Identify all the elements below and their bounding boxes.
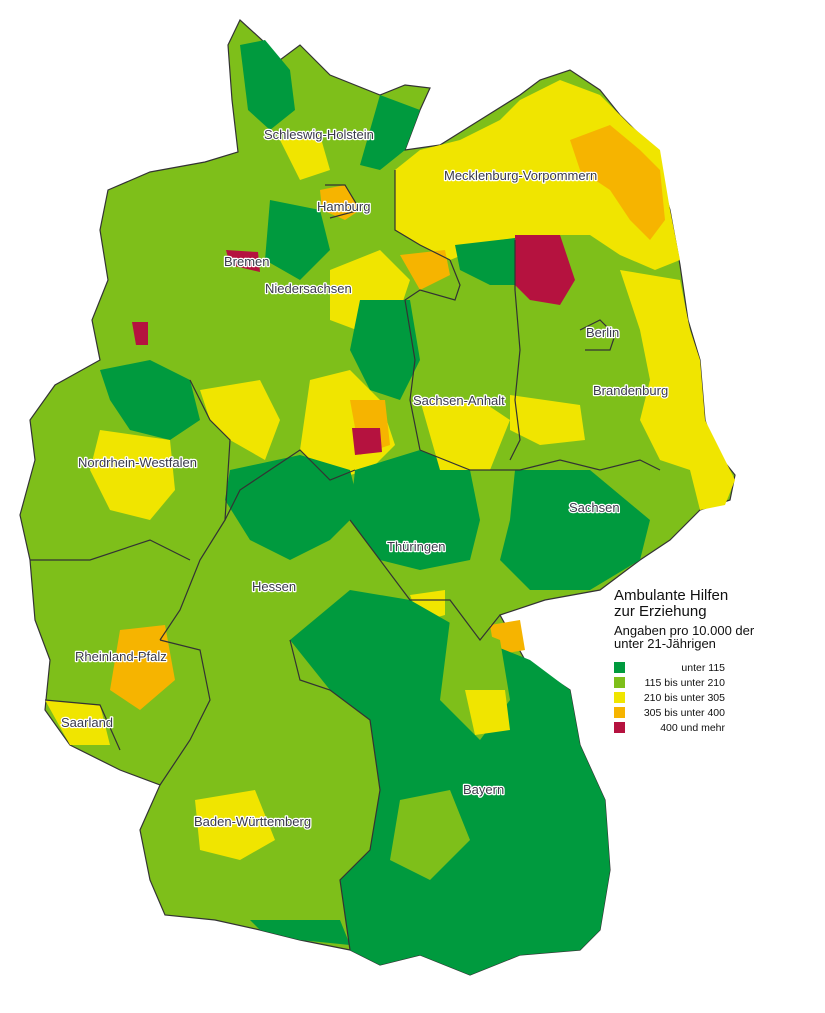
- state-label-niedersachsen: Niedersachsen: [265, 281, 352, 296]
- state-border: [30, 539, 191, 561]
- region-ns-green2: [350, 300, 420, 400]
- legend-subtitle: Angaben pro 10.000 der unter 21-Jährigen: [614, 624, 754, 650]
- legend-item: unter 115: [614, 660, 754, 675]
- region-brandenburg-east: [620, 270, 735, 510]
- region-sachsen: [500, 470, 650, 590]
- region-mueritz: [515, 235, 575, 305]
- legend-swatch: [614, 707, 625, 718]
- state-border: [579, 319, 616, 351]
- state-label-hamburg: Hamburg: [317, 199, 370, 214]
- region-nrw-yellow2: [90, 430, 175, 520]
- state-label-rheinland-pfalz: Rheinland-Pfalz: [75, 649, 167, 664]
- state-border: [509, 240, 521, 461]
- region-bw-south: [250, 920, 350, 945]
- region-rlp-orange: [110, 625, 175, 710]
- region-bayern: [290, 590, 610, 975]
- state-label-saarland: Saarland: [61, 715, 113, 730]
- region-sa-yellow2: [510, 395, 585, 445]
- state-border: [349, 519, 501, 641]
- state-label-sachsen-anhalt: Sachsen-Anhalt: [413, 393, 505, 408]
- legend-swatch: [614, 722, 625, 733]
- state-label-thueringen: Thüringen: [387, 539, 446, 554]
- state-label-schleswig-holstein: Schleswig-Holstein: [264, 127, 374, 142]
- state-border: [419, 449, 520, 471]
- legend-label: 400 und mehr: [660, 721, 725, 734]
- state-label-bremen: Bremen: [224, 254, 270, 269]
- legend-subtitle-line: Angaben pro 10.000 der: [614, 623, 755, 638]
- legend-item: 305 bis unter 400: [614, 705, 754, 720]
- region-sh-east: [360, 95, 420, 170]
- region-bayern-yellow: [465, 690, 510, 735]
- state-border: [289, 639, 381, 951]
- legend-label: 305 bis unter 400: [643, 706, 725, 719]
- legend-item: 210 bis unter 305: [614, 690, 754, 705]
- state-label-baden-wuerttemberg: Baden-Württemberg: [194, 814, 311, 829]
- region-bayern-mid: [390, 790, 470, 880]
- legend-swatch: [614, 662, 625, 673]
- state-label-hessen: Hessen: [252, 579, 296, 594]
- region-nrw-yellow: [200, 380, 280, 460]
- state-label-bayern: Bayern: [463, 782, 504, 797]
- region-nrw-green: [100, 360, 200, 440]
- region-mv-east: [570, 125, 665, 240]
- legend-item: 115 bis unter 210: [614, 675, 754, 690]
- state-label-sachsen: Sachsen: [569, 500, 620, 515]
- state-border: [404, 259, 461, 451]
- state-border: [519, 459, 661, 471]
- state-border: [224, 449, 356, 521]
- region-bw-yellow: [195, 790, 275, 860]
- region-thueringen: [350, 450, 480, 570]
- state-label-mecklenburg-vorpommern: Mecklenburg-Vorpommern: [444, 168, 597, 183]
- region-sh-nordfriesland: [240, 40, 295, 130]
- region-bremen: [226, 250, 260, 272]
- legend-item: 400 und mehr: [614, 720, 754, 735]
- region-emsland: [132, 322, 148, 345]
- legend-label: 115 bis unter 210: [644, 676, 725, 689]
- state-label-nordrhein-westfalen: Nordrhein-Westfalen: [78, 455, 197, 470]
- region-saarland-yellow: [45, 700, 110, 745]
- state-border: [325, 184, 361, 219]
- region-sa-yellow: [420, 400, 510, 470]
- legend-title-line: Ambulante Hilfen: [614, 587, 729, 604]
- region-goslar: [352, 428, 382, 455]
- state-border: [394, 170, 451, 261]
- legend-title-line: zur Erziehung: [614, 603, 707, 620]
- state-border: [159, 639, 211, 786]
- region-prignitz: [455, 238, 515, 285]
- region-ns-green: [265, 200, 330, 280]
- state-label-brandenburg: Brandenburg: [593, 383, 668, 398]
- legend-subtitle-line: unter 21-Jährigen: [614, 636, 716, 651]
- legend-label: 210 bis unter 305: [643, 691, 725, 704]
- legend-swatch: [614, 692, 625, 703]
- state-border: [44, 699, 121, 751]
- region-ns-orange: [400, 250, 450, 290]
- legend-label: unter 115: [681, 661, 725, 674]
- state-border: [159, 379, 231, 641]
- state-label-berlin: Berlin: [586, 325, 619, 340]
- region-hessen-north: [225, 455, 360, 560]
- region-sh-yellow: [280, 135, 330, 180]
- legend-title: Ambulante Hilfen zur Erziehung: [614, 588, 754, 620]
- legend-swatch: [614, 677, 625, 688]
- map-legend: Ambulante Hilfen zur Erziehung Angaben p…: [614, 588, 754, 735]
